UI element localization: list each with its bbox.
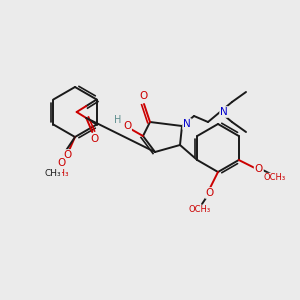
Text: O: O	[140, 91, 148, 101]
Text: O: O	[123, 121, 131, 131]
Text: O: O	[255, 164, 263, 174]
Text: O: O	[206, 188, 214, 198]
Text: O: O	[57, 158, 65, 168]
Text: H: H	[114, 115, 122, 125]
Text: OCH₃: OCH₃	[45, 169, 69, 178]
Text: OCH₃: OCH₃	[264, 173, 286, 182]
Text: N: N	[183, 119, 191, 129]
Text: OCH₃: OCH₃	[189, 206, 211, 214]
Text: CH₃: CH₃	[45, 169, 61, 178]
Text: O: O	[90, 134, 98, 144]
Text: N: N	[220, 107, 228, 117]
Text: O: O	[63, 150, 71, 160]
